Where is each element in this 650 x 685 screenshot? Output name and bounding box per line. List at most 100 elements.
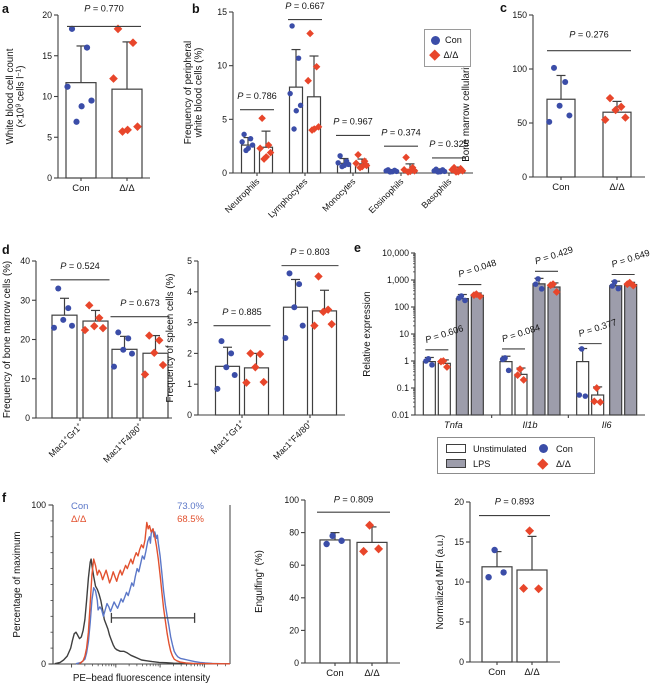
data-point-delta <box>592 384 601 392</box>
bar <box>602 111 632 178</box>
p-value: P = 0.325 <box>429 139 469 149</box>
delta-diamond-icon <box>537 458 549 469</box>
histogram-con-label: Con <box>71 501 89 512</box>
x-category-label: Mac1+F4/80+ <box>271 418 315 462</box>
data-point-con <box>435 169 441 175</box>
data-point-con <box>499 356 506 363</box>
y-tick-label: 0 <box>47 173 52 183</box>
data-point-con <box>51 324 57 331</box>
bar <box>319 539 351 664</box>
x-axis-title: PE–bead fluorescence intensity <box>73 673 210 684</box>
x-category-label: Con <box>488 667 505 678</box>
data-point-con <box>295 55 302 61</box>
chart-svg-e: 10,000 1,000 100 10 1 0.1 0.01 Tnfa Il1b Il6 P = 0… <box>362 244 650 430</box>
bar <box>243 367 270 416</box>
data-point-delta <box>590 397 599 406</box>
y-axis-title: Normalized MFI (a.u.) <box>435 535 446 630</box>
bar <box>111 348 138 419</box>
bar <box>82 320 109 419</box>
y-tick-label: 10 <box>399 329 409 339</box>
data-point-delta <box>251 363 260 372</box>
data-point-con <box>287 90 293 97</box>
y-tick-label: 10 <box>42 92 52 102</box>
bar <box>576 361 590 416</box>
data-point-delta <box>323 305 333 314</box>
bar <box>306 96 322 174</box>
data-point-con <box>125 335 132 342</box>
legend-lps-label: LPS <box>473 458 491 469</box>
data-point-con <box>249 142 256 148</box>
panel-a-chart: 0 5 10 15 20 Con Δ/Δ P = 0.770 White blood cell … <box>0 0 205 218</box>
y-tick-label: 40 <box>289 593 299 603</box>
data-point-delta <box>158 360 168 370</box>
y-tick-label: 40 <box>20 256 30 266</box>
p-value: P = 0.786 <box>237 91 277 101</box>
data-point-delta <box>458 167 467 175</box>
data-point-con <box>551 64 557 71</box>
bar <box>609 285 623 416</box>
p-value: P = 0.667 <box>285 1 325 11</box>
data-point-con <box>611 279 618 285</box>
bar <box>516 569 548 663</box>
p-value: P = 0.524 <box>60 261 100 271</box>
x-category-label: Tnfa <box>444 420 463 430</box>
data-point-delta <box>118 127 127 136</box>
y-tick-label: 10 <box>454 577 464 587</box>
y-tick-label: 100 <box>284 495 299 505</box>
y-axis-title: Relative expression <box>362 291 373 377</box>
data-point-delta <box>310 321 319 330</box>
y-tick-label: 20 <box>42 10 52 20</box>
y-tick-label: 1 <box>404 356 409 366</box>
data-point-delta <box>123 125 132 135</box>
y-axis-title: Frequency of bone marrow cells (%) <box>2 261 13 418</box>
chart-svg-f3: 0 5 10 15 20 Con Δ/Δ P = 0.893 Normalized MFI (a… <box>435 496 560 678</box>
data-point-con <box>535 276 541 282</box>
data-point-delta <box>306 29 314 38</box>
x-category-label: Δ/Δ <box>524 667 540 678</box>
histogram-curve-Δ/Δ <box>79 521 231 665</box>
y-tick-label: 60 <box>289 560 299 570</box>
data-point-con <box>615 285 622 292</box>
data-point-con <box>337 153 343 159</box>
data-point-con <box>339 163 345 170</box>
data-point-con <box>393 168 400 175</box>
panel-e-chart: 10,000 1,000 100 10 1 0.1 0.01 Tnfa Il1b Il6 P = 0… <box>355 205 650 455</box>
data-point-con <box>329 532 336 540</box>
data-point-con <box>55 285 62 292</box>
y-tick-label: 5 <box>187 256 192 266</box>
y-tick-label: 3 <box>187 318 192 328</box>
x-category-label: Il1b <box>523 420 538 430</box>
y-tick-label: 10 <box>20 374 30 384</box>
data-point-con <box>218 338 225 345</box>
data-point-delta <box>256 144 264 153</box>
data-point-delta <box>260 155 268 163</box>
data-point-delta <box>601 115 610 124</box>
panel-letter-d: d <box>2 243 10 257</box>
p-value: P = 0.276 <box>569 30 609 40</box>
x-category-label: Con <box>326 668 343 679</box>
p-value: P = 0.809 <box>334 494 374 504</box>
panel-f-histogram: 0 100 Percentage of maximum PE–bead fluores… <box>0 460 250 685</box>
y-tick-label: 100 <box>394 302 409 312</box>
data-point-con <box>231 371 238 378</box>
bar <box>591 394 605 416</box>
y-axis-title: Engulfing+ (%) <box>254 550 265 613</box>
data-point-delta <box>605 93 615 103</box>
legend-delta-label: Δ/Δ <box>443 49 459 60</box>
y-tick-label: 15 <box>454 537 464 547</box>
legend-con-label: Con <box>445 35 462 46</box>
y-tick-label: 4 <box>187 287 192 297</box>
data-point-con <box>429 362 435 368</box>
p-value: P = 0.893 <box>495 496 535 506</box>
data-point-con <box>243 147 249 154</box>
chart-svg-d2: 0 1 2 3 4 5 Mac1+Gr1+ Mac1+F4/80+ P = 0.885 P = 0… <box>165 247 345 462</box>
y-axis-title: Frequency of spleen cells (%) <box>165 273 176 402</box>
y-tick-label: 0 <box>522 172 527 182</box>
data-point-con <box>228 350 235 357</box>
lps-swatch-icon <box>446 459 466 468</box>
bar <box>437 362 451 416</box>
data-point-con <box>78 103 85 110</box>
data-point-delta <box>552 288 561 296</box>
data-point-con <box>546 118 553 125</box>
x-category-label: Mac1+Gr1+ <box>209 418 247 456</box>
